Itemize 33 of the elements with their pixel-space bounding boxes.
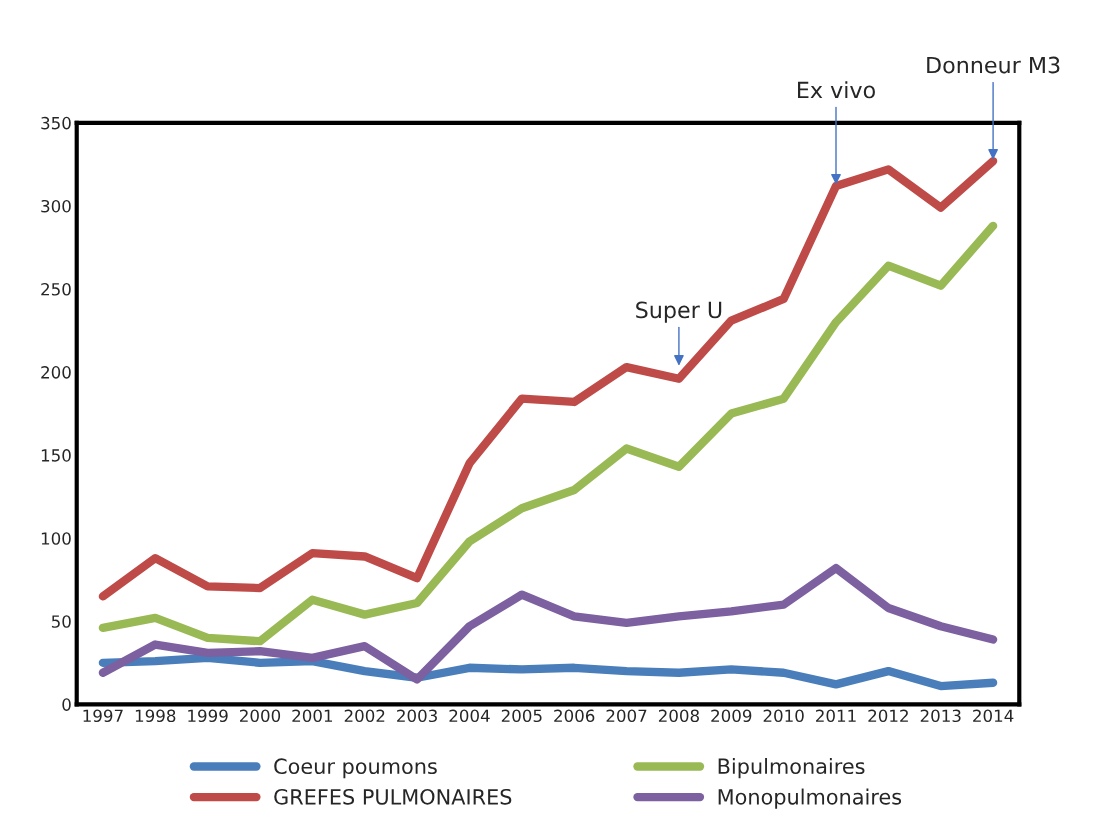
- x-tick-label: 1999: [188, 709, 228, 723]
- legend-label: GREFES PULMONAIRES: [274, 788, 512, 805]
- y-tick-label: 250: [41, 282, 71, 296]
- annotation: Donneur M3: [927, 56, 1060, 74]
- x-tick-label: 2002: [344, 709, 385, 723]
- x-tick-label: 2010: [763, 709, 804, 723]
- y-tick-label: 300: [41, 199, 71, 213]
- x-tick-label: 2013: [920, 709, 961, 723]
- x-tick-label: 2003: [397, 709, 437, 723]
- y-tick-label: 50: [51, 615, 71, 628]
- x-tick-label: 2014: [973, 709, 1014, 723]
- legend-label: Monopulmonaires: [718, 788, 902, 809]
- x-tick-label: 2009: [711, 709, 752, 723]
- y-tick-label: 100: [41, 532, 71, 545]
- y-tick-label: 350: [41, 116, 71, 130]
- legend-label: Bipulmonaires: [718, 757, 865, 779]
- x-tick-label: 2008: [658, 709, 699, 723]
- x-tick-label: 1997: [83, 709, 123, 723]
- x-tick-label: 2000: [240, 709, 281, 723]
- annotation: Super U: [636, 301, 722, 323]
- x-tick-label: 1998: [135, 709, 176, 723]
- x-tick-label: 2005: [501, 709, 542, 723]
- x-tick-label: 2004: [449, 709, 490, 723]
- legend-label: Coeur poumons: [274, 758, 437, 779]
- annotation: Ex vivo: [798, 81, 875, 99]
- x-tick-label: 2012: [868, 709, 908, 723]
- y-tick-label: 150: [41, 449, 71, 462]
- x-tick-label: 2006: [554, 709, 595, 723]
- y-tick-label: 0: [62, 698, 71, 711]
- x-tick-label: 2007: [606, 709, 647, 723]
- x-tick-label: 2001: [292, 709, 333, 723]
- y-tick-label: 200: [41, 366, 71, 379]
- x-tick-label: 2011: [816, 709, 856, 723]
